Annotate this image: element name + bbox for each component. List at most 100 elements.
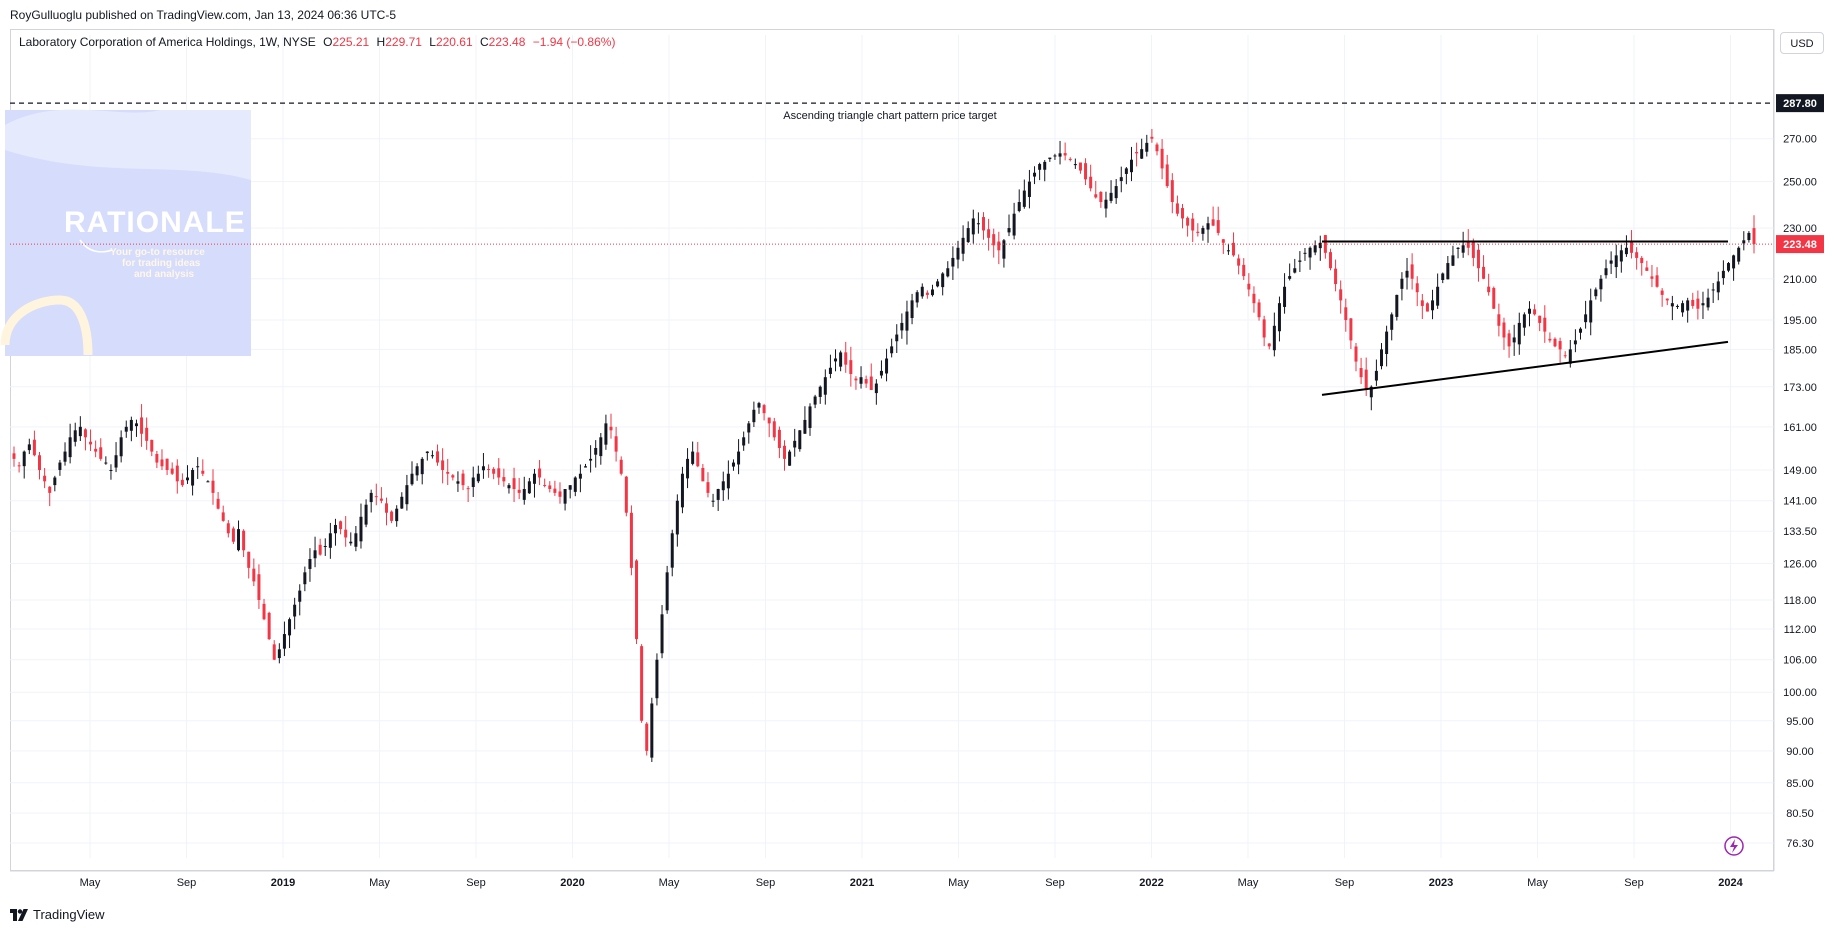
symbol-legend: Laboratory Corporation of America Holdin…: [19, 35, 615, 49]
candle-body: [333, 524, 337, 534]
candle-body: [864, 379, 868, 384]
candle-body: [1466, 241, 1470, 248]
candle-body: [63, 451, 67, 462]
candle-body: [1354, 346, 1358, 362]
candle-body: [767, 417, 771, 424]
candle-body: [328, 533, 332, 548]
footer-brand[interactable]: TradingView: [10, 907, 105, 922]
candle-body: [32, 439, 36, 456]
candle-body: [1339, 289, 1343, 301]
candle-body: [930, 289, 934, 296]
candle-body: [619, 459, 623, 474]
x-tick-label: May: [80, 877, 101, 889]
candle-body: [1721, 270, 1725, 279]
candle-body: [660, 614, 664, 654]
candle-body: [716, 489, 720, 500]
candle-body: [1114, 186, 1118, 199]
candle-body: [1640, 257, 1644, 264]
candle-body: [119, 437, 123, 457]
y-tick-label: 141.00: [1783, 496, 1817, 508]
y-tick-label: 173.00: [1783, 382, 1817, 394]
candle-body: [17, 465, 21, 467]
y-tick-label: 126.00: [1783, 558, 1817, 570]
candle-body: [1609, 260, 1613, 264]
candle-body: [1706, 297, 1710, 308]
candle-body: [946, 268, 950, 277]
candle-body: [992, 234, 996, 246]
x-tick-label: Sep: [466, 877, 486, 889]
publisher-line: RoyGulluoglu published on TradingView.co…: [10, 8, 397, 22]
candle-body: [129, 419, 133, 431]
candle-body: [308, 559, 312, 569]
trendline-support: [1321, 340, 1729, 396]
candle-body: [558, 491, 562, 497]
candle-body: [1033, 172, 1037, 177]
candle-body: [1594, 289, 1598, 297]
y-tick-label: 161.00: [1783, 422, 1817, 434]
candle-body: [1303, 252, 1307, 254]
candle-body: [180, 479, 184, 486]
candle-body: [1476, 249, 1480, 269]
candle-body: [191, 469, 195, 486]
candle-body: [680, 473, 684, 508]
candle-body: [1686, 300, 1690, 311]
candle-body: [1298, 260, 1302, 262]
candle-body: [425, 451, 429, 454]
candle-body: [757, 403, 761, 408]
watermark-line-1: Your go-to resource: [110, 247, 205, 258]
candle-body: [1002, 240, 1006, 259]
candle-body: [762, 405, 766, 414]
candle-body: [170, 468, 174, 474]
currency-button[interactable]: USD: [1780, 32, 1824, 54]
candle-body: [742, 437, 746, 446]
candle-body: [374, 496, 378, 498]
candle-body: [532, 473, 536, 484]
candle-body: [1186, 217, 1190, 226]
candle-body: [982, 217, 986, 231]
flash-icon: [1724, 836, 1744, 856]
candle-body: [1170, 180, 1174, 203]
candle-body: [859, 377, 863, 384]
candles: [12, 128, 1756, 762]
candle-body: [1737, 247, 1741, 262]
candle-body: [1742, 240, 1746, 244]
candle-body: [844, 352, 848, 365]
candle-body: [293, 604, 297, 617]
candle-body: [298, 590, 302, 602]
candle-body: [99, 447, 103, 459]
candle-body: [27, 444, 31, 451]
candle-body: [711, 500, 715, 502]
y-tick-label: 185.00: [1783, 344, 1817, 356]
candle-body: [1099, 192, 1103, 203]
candle-body: [1160, 148, 1164, 169]
x-tick-label: 2019: [271, 877, 295, 889]
candle-body: [1691, 299, 1695, 306]
tradingview-logo-icon: [10, 908, 28, 921]
candle-body: [839, 352, 843, 367]
candle-body: [1206, 223, 1210, 230]
x-tick-label: May: [1238, 877, 1259, 889]
candle-body: [1441, 273, 1445, 280]
candle-body: [349, 541, 353, 544]
candle-body: [573, 477, 577, 492]
candle-body: [1089, 176, 1093, 189]
candle-body: [548, 485, 552, 490]
watermark-line-2: for trading ideas: [122, 258, 201, 269]
candle-body: [1716, 281, 1720, 293]
candle-body: [1318, 242, 1322, 249]
candle-body: [1293, 268, 1297, 273]
candle-body: [252, 568, 256, 582]
candle-body: [890, 346, 894, 354]
open-value: 225.21: [332, 35, 370, 49]
x-tick-label: May: [1527, 877, 1548, 889]
candle-body: [140, 417, 144, 434]
candle-body: [1073, 164, 1077, 166]
candle-body: [874, 383, 878, 394]
candle-body: [109, 469, 113, 471]
candle-body: [1155, 144, 1159, 152]
candle-body: [216, 498, 220, 509]
candle-body: [1277, 303, 1281, 332]
candle-body: [1527, 308, 1531, 314]
candle-body: [1400, 278, 1404, 289]
